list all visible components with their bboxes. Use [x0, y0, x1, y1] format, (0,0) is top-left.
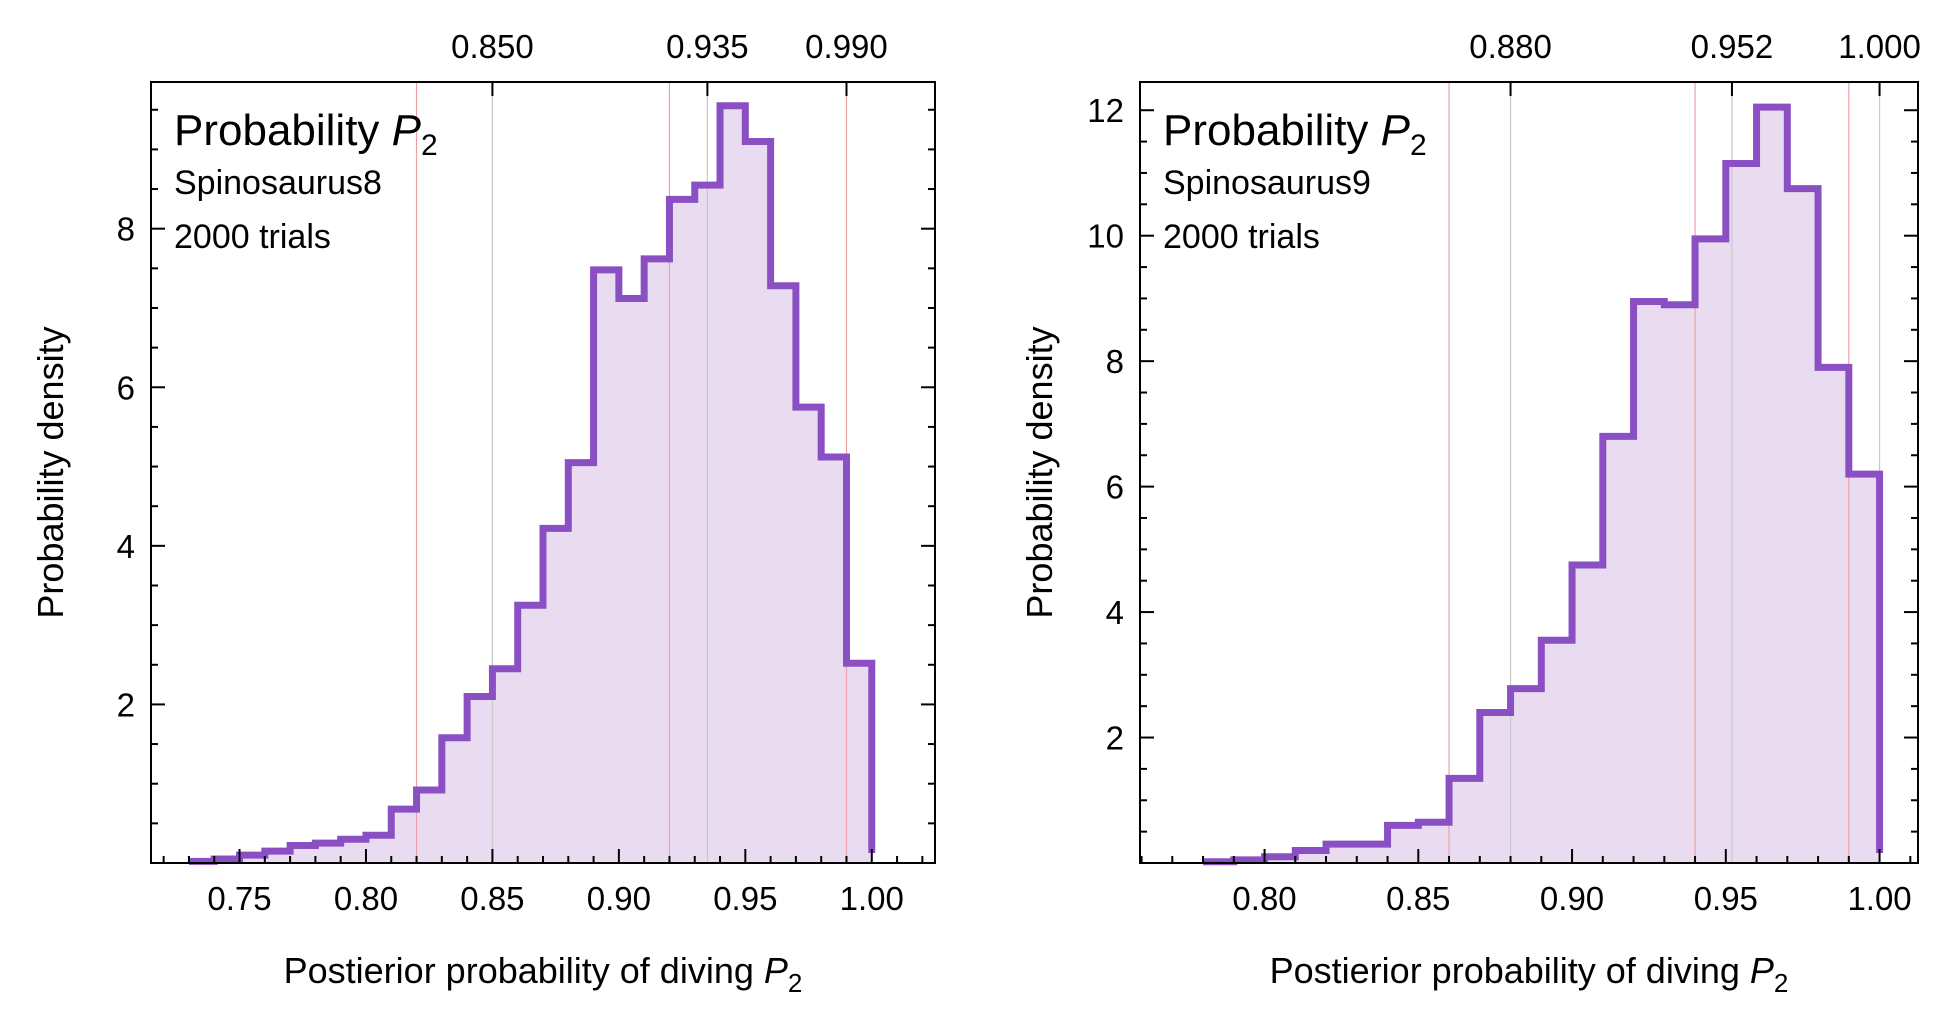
- x-axis-label: Postierior probability of diving P2: [284, 950, 803, 998]
- y-axis-label: Probability density: [1019, 326, 1060, 618]
- top-label: 0.880: [1469, 28, 1552, 65]
- top-label: 0.850: [451, 28, 534, 65]
- x-axis-label-symbol: P: [1750, 950, 1774, 991]
- y-tick-label: 2: [117, 686, 135, 723]
- x-axis-label-subscript: 2: [788, 968, 802, 998]
- panel-subtitle-line: 2000 trials: [1163, 218, 1320, 256]
- x-tick-label: 0.80: [334, 880, 398, 917]
- histogram-fill: [188, 105, 872, 863]
- axes-frame: [1139, 81, 1919, 864]
- panel-title-word: Probability: [174, 106, 379, 155]
- panel-title-space: [379, 106, 391, 155]
- y-tick-label: 6: [1106, 469, 1124, 506]
- x-tick-label: 0.95: [713, 880, 777, 917]
- panel-title-space: [1368, 106, 1380, 155]
- panel-title-subscript: 2: [421, 129, 438, 162]
- right-panel: 0.80 0.85 0.90 0.95 1.00 2 4 6 8 10 12 0.880 0.952 1.…: [1019, 28, 1921, 998]
- histogram-fill: [1203, 107, 1880, 864]
- panel-subtitle-line: 2000 trials: [174, 218, 331, 256]
- y-tick-label: 6: [117, 369, 135, 406]
- x-tick-label: 0.90: [1540, 880, 1604, 917]
- y-axis-label: Probability density: [30, 326, 71, 618]
- top-label: 0.952: [1691, 28, 1774, 65]
- panel-title-word: Probability: [1163, 106, 1368, 155]
- y-tick-label: 12: [1087, 92, 1124, 129]
- x-tick-label: 0.85: [460, 880, 524, 917]
- y-tick-label: 4: [1106, 594, 1124, 631]
- panel-subtitle-line: Spinosaurus8: [174, 164, 382, 202]
- y-tick-label: 10: [1087, 218, 1124, 255]
- x-tick-label: 0.85: [1386, 880, 1450, 917]
- left-panel: 0.75 0.80 0.85 0.90 0.95 1.00 2 4 6 8 0.850 0.935 0.…: [30, 28, 936, 998]
- x-tick-label: 0.80: [1232, 880, 1296, 917]
- y-tick-label: 4: [117, 528, 135, 565]
- top-label: 0.990: [805, 28, 888, 65]
- x-axis-label-space: [754, 950, 764, 991]
- histogram-outline: [1203, 103, 1884, 866]
- x-tick-label: 1.00: [1847, 880, 1911, 917]
- x-tick-label: 0.90: [587, 880, 651, 917]
- panel-title: Probability P2: [1163, 106, 1427, 162]
- x-axis-label-symbol: P: [764, 950, 788, 991]
- x-tick-label: 1.00: [840, 880, 904, 917]
- x-tick-label: 0.75: [207, 880, 271, 917]
- histogram-outline: [188, 102, 876, 865]
- panel-title-symbol: P: [1381, 106, 1411, 155]
- panel-title-subscript: 2: [1410, 129, 1427, 162]
- panel-subtitle-line: Spinosaurus9: [1163, 164, 1371, 202]
- panel-title-symbol: P: [392, 106, 422, 155]
- y-tick-label: 8: [117, 211, 135, 248]
- x-axis-label-space: [1740, 950, 1750, 991]
- y-tick-label: 2: [1106, 720, 1124, 757]
- panel-title: Probability P2: [174, 106, 438, 162]
- x-tick-label: 0.95: [1694, 880, 1758, 917]
- x-axis-label: Postierior probability of diving P2: [1270, 950, 1789, 998]
- x-axis-label-text: Postierior probability of diving: [284, 950, 754, 991]
- x-axis-label-text: Postierior probability of diving: [1270, 950, 1740, 991]
- y-tick-label: 8: [1106, 343, 1124, 380]
- x-axis-label-subscript: 2: [1774, 968, 1788, 998]
- top-label: 0.935: [666, 28, 749, 65]
- top-label: 1.000: [1838, 28, 1921, 65]
